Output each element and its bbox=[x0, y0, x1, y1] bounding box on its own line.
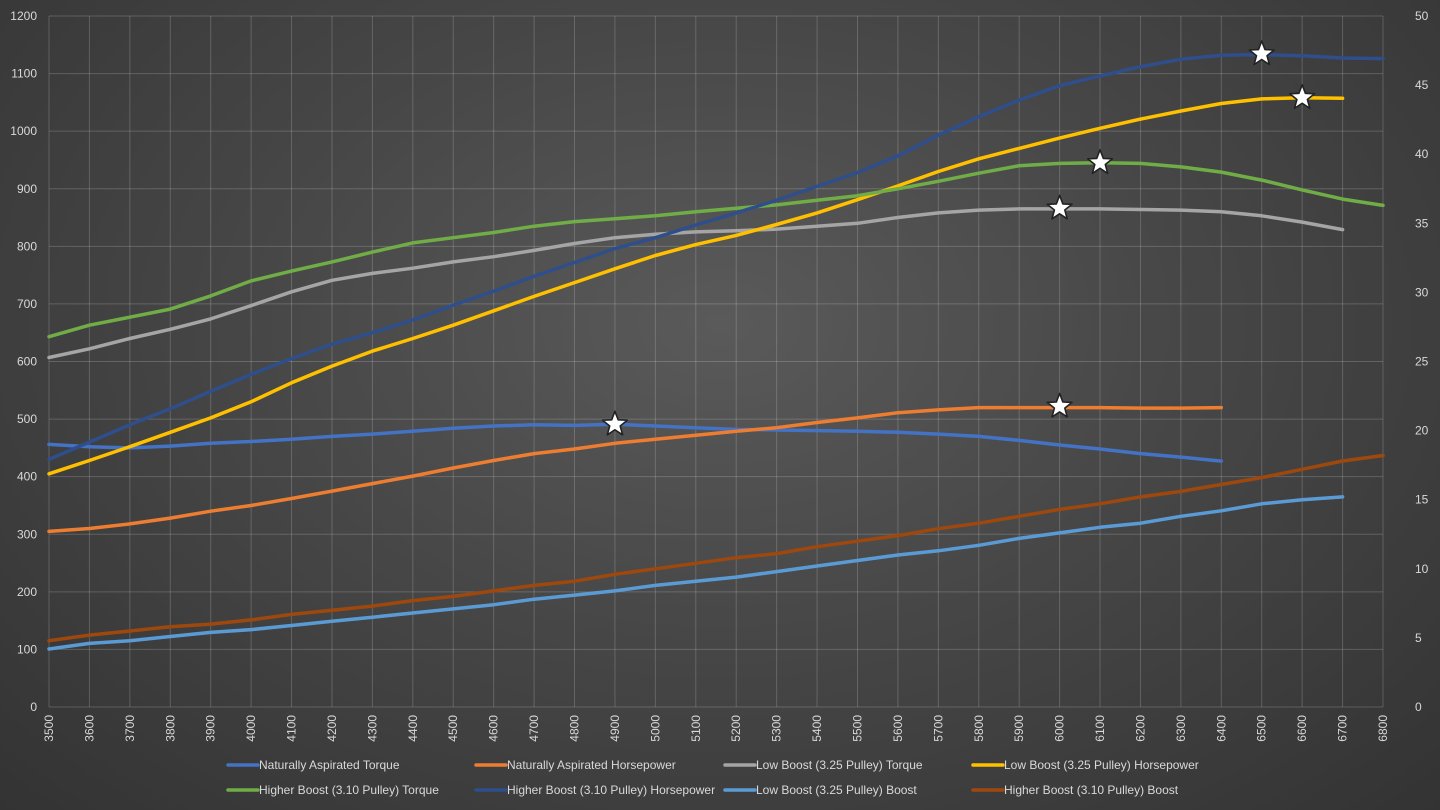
series-line-low-boost-3-25-pulley-horsepower bbox=[47, 96, 1345, 476]
series-line-naturally-aspirated-torque bbox=[47, 422, 1224, 463]
x-tick-label: 4100 bbox=[285, 715, 299, 742]
x-tick-label: 5800 bbox=[972, 715, 986, 742]
legend-item: Higher Boost (3.10 Pulley) Torque bbox=[226, 783, 439, 797]
legend-label: Low Boost (3.25 Pulley) Boost bbox=[756, 783, 917, 797]
legend-item: Low Boost (3.25 Pulley) Horsepower bbox=[971, 758, 1199, 772]
series-line-higher-boost-3-10-pulley-boost bbox=[47, 453, 1385, 643]
x-tick-label: 5400 bbox=[810, 715, 824, 742]
legend-label: Higher Boost (3.10 Pulley) Torque bbox=[259, 783, 439, 797]
y2-tick-label: 5 bbox=[1415, 631, 1422, 645]
y2-tick-label: 25 bbox=[1415, 355, 1429, 369]
y-tick-label: 700 bbox=[17, 297, 37, 311]
x-tick-label: 3800 bbox=[163, 715, 177, 742]
y2-tick-label: 35 bbox=[1415, 216, 1429, 230]
y-tick-label: 1000 bbox=[10, 124, 37, 138]
peak-star-icon bbox=[1248, 40, 1275, 66]
legend-label: Naturally Aspirated Horsepower bbox=[507, 758, 676, 772]
y-tick-label: 1100 bbox=[11, 67, 37, 81]
x-tick-label: 5000 bbox=[648, 715, 662, 742]
y-tick-label: 500 bbox=[17, 412, 37, 426]
x-tick-label: 6500 bbox=[1255, 715, 1269, 742]
y-tick-label: 400 bbox=[17, 470, 37, 484]
x-tick-label: 3500 bbox=[42, 715, 56, 742]
x-tick-label: 4900 bbox=[608, 715, 622, 742]
peak-markers bbox=[601, 40, 1316, 436]
x-tick-label: 6700 bbox=[1336, 715, 1350, 742]
x-axis-ticks: 3500 3600 3700 3800 3900 4000 4100 4200 4300 4400… bbox=[42, 715, 1390, 742]
legend-item: Low Boost (3.25 Pulley) Boost bbox=[723, 783, 917, 797]
legend-label: Higher Boost (3.10 Pulley) Horsepower bbox=[507, 783, 715, 797]
y2-tick-label: 20 bbox=[1415, 424, 1429, 438]
y-tick-label: 200 bbox=[17, 585, 37, 599]
peak-star-icon bbox=[1086, 149, 1114, 175]
y-tick-label: 100 bbox=[17, 642, 37, 656]
x-tick-label: 4500 bbox=[446, 715, 460, 742]
x-tick-label: 3700 bbox=[123, 715, 137, 742]
x-tick-label: 5900 bbox=[1012, 715, 1026, 742]
series-line-low-boost-3-25-pulley-boost bbox=[47, 495, 1345, 651]
y-tick-label: 600 bbox=[17, 355, 37, 369]
series-line-higher-boost-3-10-pulley-horsepower bbox=[47, 52, 1385, 462]
series-line-higher-boost-3-10-pulley-torque bbox=[47, 161, 1385, 339]
left-axis-ticks: 0 100 200 300 400 500 600 700 800 900 1000 1100 1200 bbox=[10, 9, 37, 714]
y-tick-label: 0 bbox=[30, 700, 37, 714]
y-tick-label: 1200 bbox=[10, 9, 37, 23]
y2-tick-label: 40 bbox=[1415, 147, 1429, 161]
x-tick-label: 6300 bbox=[1174, 715, 1188, 742]
x-tick-label: 6600 bbox=[1295, 715, 1309, 742]
legend-label: Low Boost (3.25 Pulley) Horsepower bbox=[1004, 758, 1199, 772]
legend-label: Higher Boost (3.10 Pulley) Boost bbox=[1004, 783, 1179, 797]
right-axis-ticks: 0 5 10 15 20 25 30 35 40 45 50 bbox=[1415, 9, 1429, 714]
peak-star-icon bbox=[1289, 84, 1316, 110]
legend-item: Low Boost (3.25 Pulley) Torque bbox=[723, 758, 923, 772]
legend-label: Naturally Aspirated Torque bbox=[259, 758, 400, 772]
x-tick-label: 6000 bbox=[1053, 715, 1067, 742]
peak-star-icon bbox=[1046, 194, 1073, 220]
x-tick-label: 3900 bbox=[204, 715, 218, 742]
y2-tick-label: 50 bbox=[1415, 9, 1429, 23]
x-tick-label: 5600 bbox=[891, 715, 905, 742]
peak-star-icon bbox=[1046, 392, 1073, 418]
x-tick-label: 4800 bbox=[568, 715, 582, 742]
x-tick-label: 4400 bbox=[406, 715, 420, 742]
x-tick-label: 6100 bbox=[1093, 715, 1107, 742]
y2-tick-label: 0 bbox=[1415, 700, 1422, 714]
y-tick-label: 300 bbox=[17, 527, 37, 541]
y-tick-label: 900 bbox=[17, 182, 37, 196]
y-tick-label: 800 bbox=[17, 239, 37, 253]
x-tick-label: 5200 bbox=[729, 715, 743, 742]
x-tick-label: 6800 bbox=[1376, 715, 1390, 742]
y2-tick-label: 10 bbox=[1415, 562, 1429, 576]
y2-tick-label: 15 bbox=[1415, 493, 1429, 507]
gridlines bbox=[48, 15, 1384, 708]
x-tick-label: 4200 bbox=[325, 715, 339, 742]
peak-star-icon bbox=[601, 410, 629, 436]
x-tick-label: 6400 bbox=[1214, 715, 1228, 742]
legend: Naturally Aspirated Torque Naturally Aspi… bbox=[226, 758, 1199, 797]
x-tick-label: 5500 bbox=[850, 715, 864, 742]
legend-item: Higher Boost (3.10 Pulley) Horsepower bbox=[474, 783, 715, 797]
legend-item: Naturally Aspirated Horsepower bbox=[474, 758, 676, 772]
x-tick-label: 3600 bbox=[82, 715, 96, 742]
series-line-naturally-aspirated-horsepower bbox=[47, 405, 1224, 534]
legend-item: Higher Boost (3.10 Pulley) Boost bbox=[971, 783, 1179, 797]
x-tick-label: 4700 bbox=[527, 715, 541, 742]
x-tick-label: 5300 bbox=[770, 715, 784, 742]
x-tick-label: 5100 bbox=[689, 715, 703, 742]
x-tick-label: 4600 bbox=[487, 715, 501, 742]
legend-item: Naturally Aspirated Torque bbox=[226, 758, 400, 772]
x-tick-label: 5700 bbox=[931, 715, 945, 742]
y2-tick-label: 45 bbox=[1415, 78, 1429, 92]
legend-label: Low Boost (3.25 Pulley) Torque bbox=[756, 758, 923, 772]
series-line-low-boost-3-25-pulley-torque bbox=[47, 207, 1345, 360]
x-tick-label: 4300 bbox=[365, 715, 379, 742]
x-tick-label: 6200 bbox=[1133, 715, 1147, 742]
series-lines bbox=[47, 52, 1385, 651]
y2-tick-label: 30 bbox=[1415, 285, 1429, 299]
x-tick-label: 4000 bbox=[244, 715, 258, 742]
